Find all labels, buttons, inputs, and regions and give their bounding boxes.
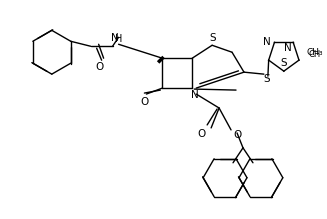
Text: O: O — [197, 129, 205, 139]
Text: S: S — [264, 74, 270, 84]
Text: S: S — [210, 33, 216, 43]
Text: O: O — [140, 97, 148, 107]
Text: H: H — [115, 34, 122, 44]
Text: N: N — [191, 90, 199, 100]
Text: N: N — [263, 37, 270, 47]
Text: N: N — [284, 43, 292, 53]
Text: N: N — [111, 33, 118, 43]
Text: S: S — [281, 58, 287, 68]
Text: CH: CH — [309, 50, 321, 59]
Text: O: O — [95, 62, 104, 72]
Text: O: O — [233, 130, 241, 140]
Text: CH₃: CH₃ — [307, 48, 324, 57]
